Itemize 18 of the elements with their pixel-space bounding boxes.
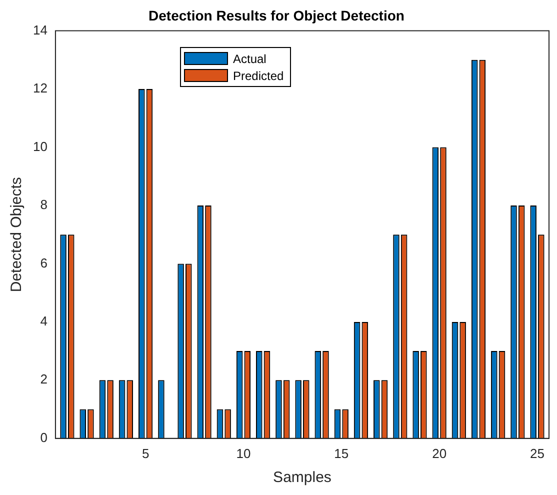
legend-label: Predicted bbox=[233, 68, 284, 82]
y-tick-label: 14 bbox=[32, 22, 48, 38]
x-tick-label: 25 bbox=[530, 446, 544, 461]
x-tick-label: 10 bbox=[236, 446, 251, 461]
y-tick-label: 2 bbox=[40, 372, 48, 387]
y-tick-label: 10 bbox=[32, 138, 48, 154]
chart-title: Detection Results for Object Detection bbox=[148, 7, 404, 24]
y-tick-label: 6 bbox=[40, 255, 48, 270]
x-tick-label: 5 bbox=[142, 446, 150, 461]
x-tick-label: 20 bbox=[432, 446, 447, 461]
y-axis-title: Detected Objects bbox=[8, 177, 26, 292]
y-tick-label: 12 bbox=[32, 80, 48, 96]
x-axis-title: Samples bbox=[273, 469, 332, 486]
x-tick-label: 15 bbox=[334, 446, 349, 461]
y-tick-label: 8 bbox=[40, 197, 48, 212]
y-tick-label: 0 bbox=[40, 430, 48, 445]
legend-label: Actual bbox=[233, 52, 266, 66]
y-tick-label: 4 bbox=[40, 314, 48, 329]
